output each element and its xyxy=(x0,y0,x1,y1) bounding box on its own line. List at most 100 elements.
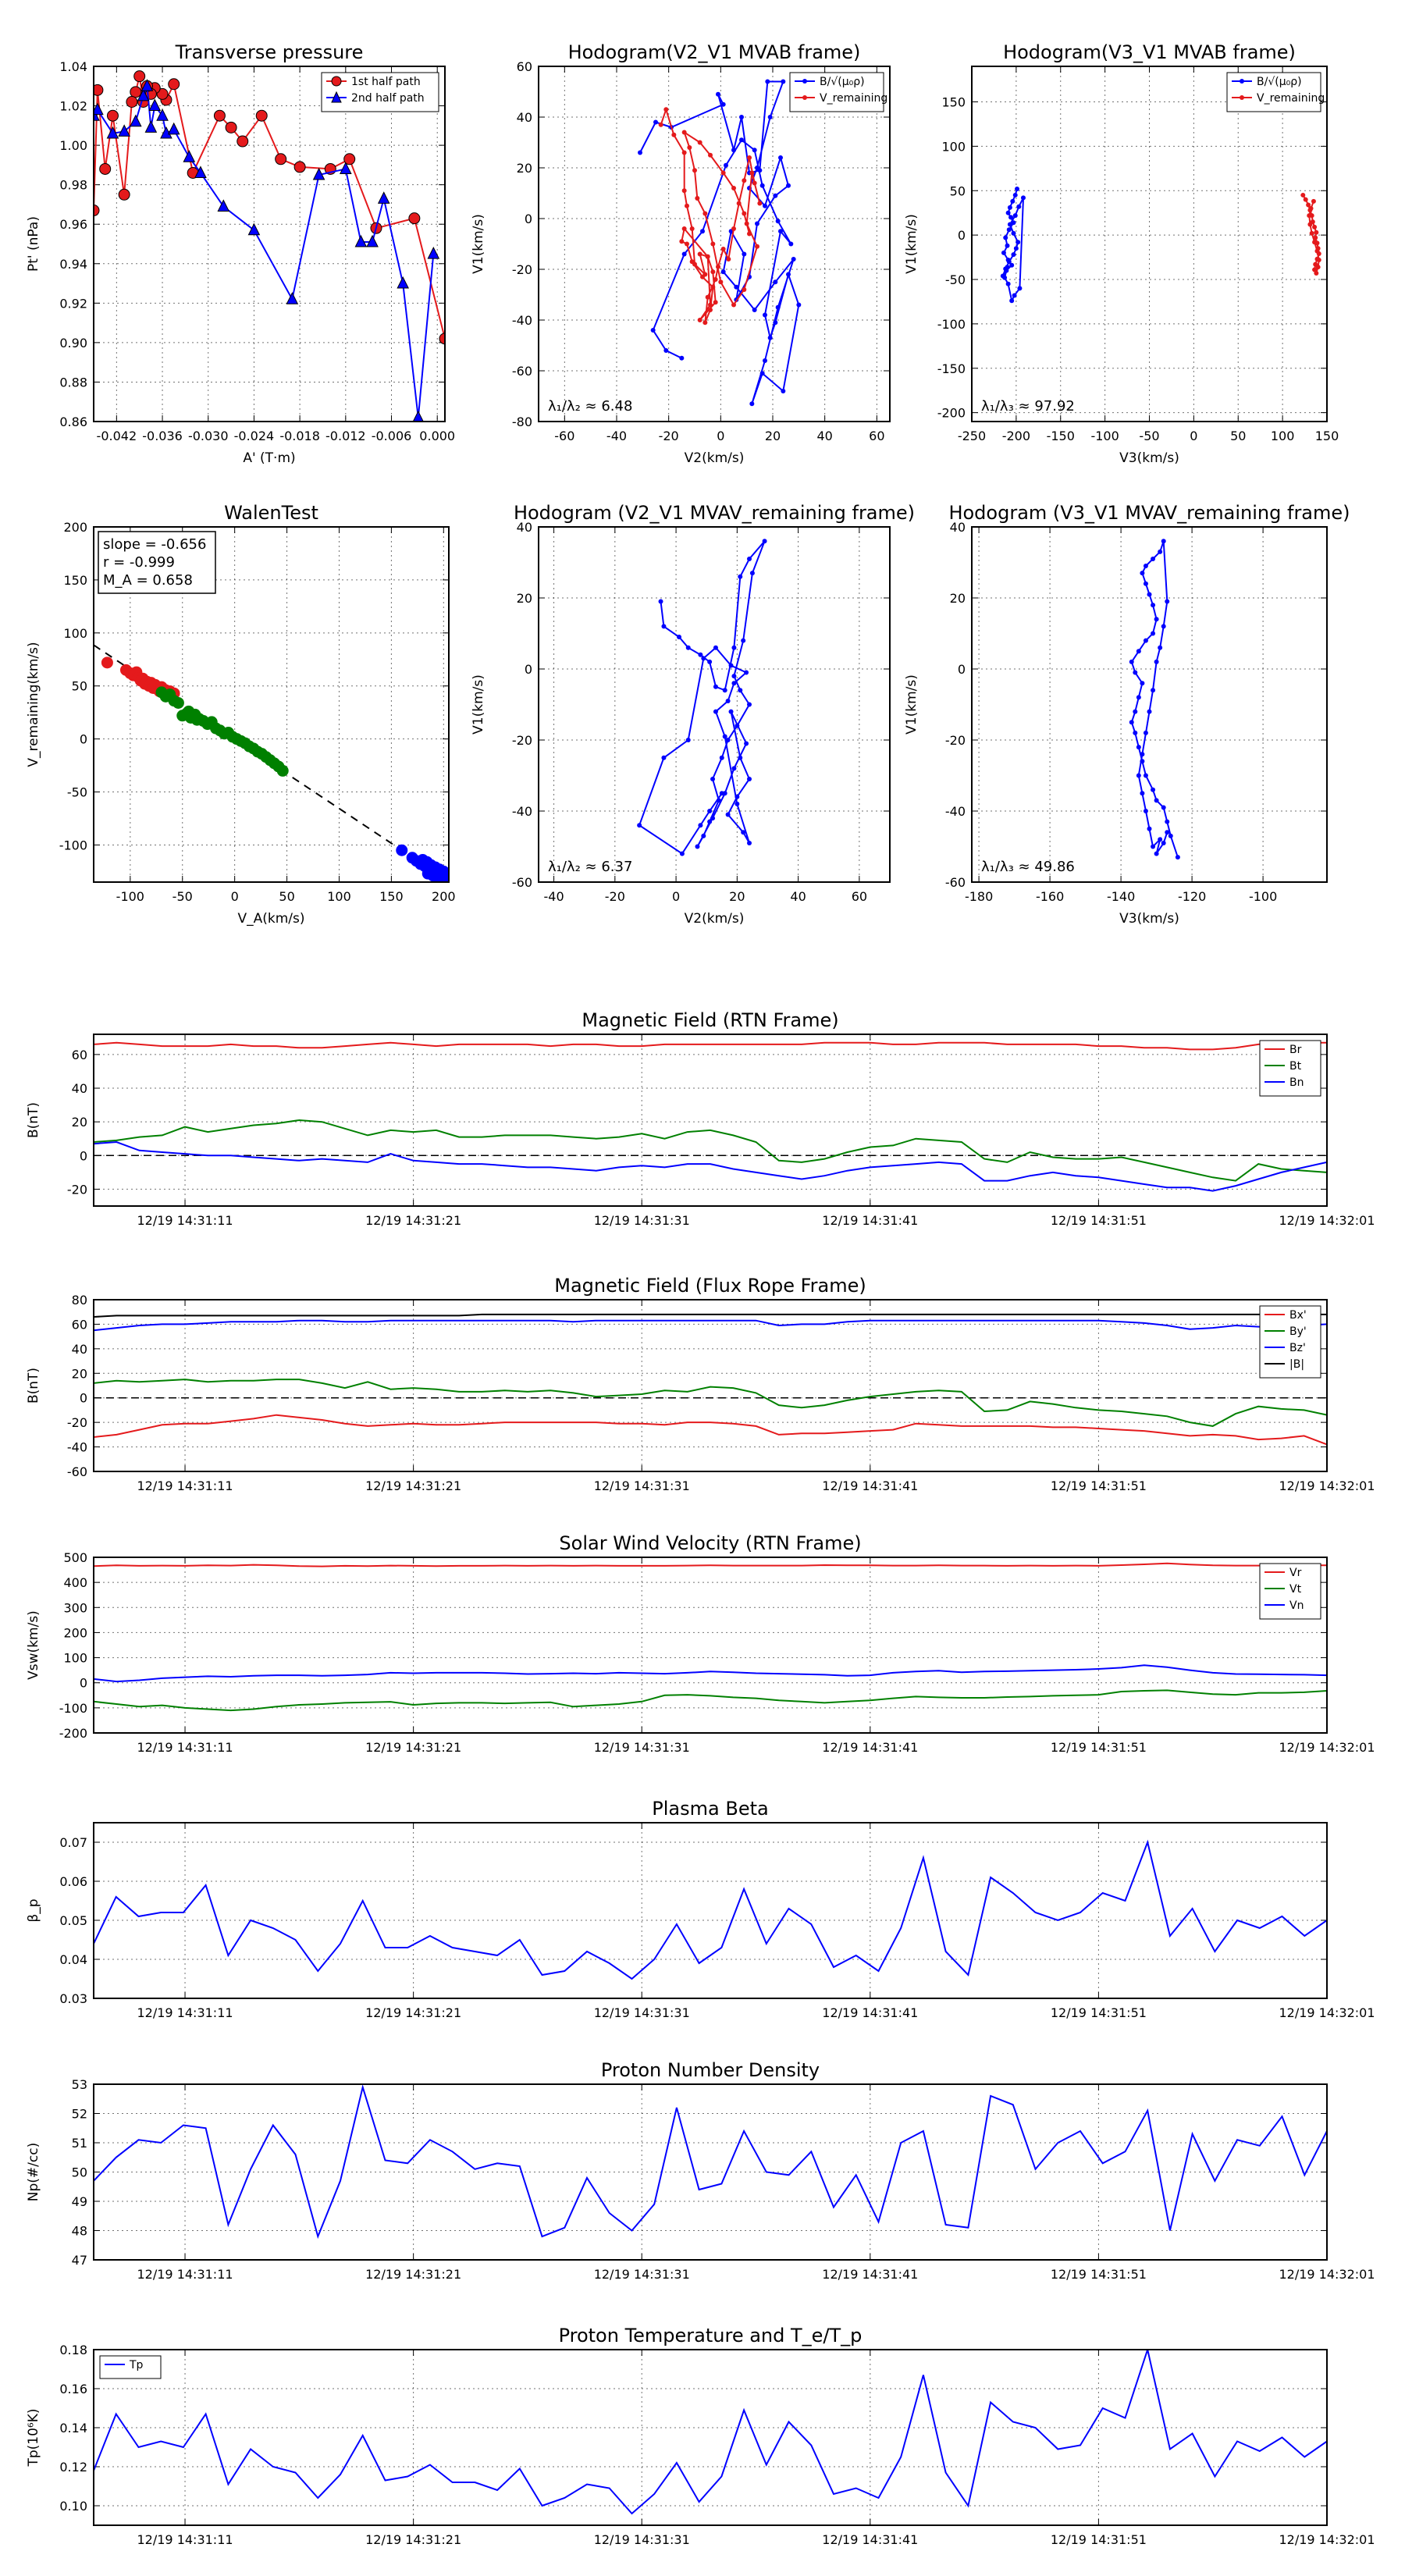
data-point xyxy=(1161,539,1166,544)
x-tick-label: 40 xyxy=(816,429,832,443)
data-point xyxy=(1012,213,1018,219)
x-tick-label: 150 xyxy=(379,889,404,904)
x-axis-label: V3(km/s) xyxy=(1119,450,1179,466)
chart-solar_wind_velocity: 12/19 14:31:11 12/19 14:31:21 12/19 14:31:… xyxy=(26,1532,1375,1755)
y-tick-label: 0 xyxy=(80,1676,87,1691)
chart-title: Hodogram(V2_V1 MVAB frame) xyxy=(568,41,861,63)
data-point xyxy=(720,269,726,275)
data-point xyxy=(1314,248,1320,254)
data-point xyxy=(773,193,778,198)
data-point xyxy=(1314,271,1319,276)
data-point xyxy=(663,107,669,112)
data-point xyxy=(638,150,642,155)
data-point xyxy=(1140,791,1145,796)
y-tick-label: 40 xyxy=(72,1342,87,1357)
data-point xyxy=(130,86,142,98)
x-tick-label: 12/19 14:31:51 xyxy=(1051,2267,1147,2282)
data-point xyxy=(685,203,689,208)
data-point xyxy=(118,188,130,201)
data-point xyxy=(194,165,207,178)
data-point xyxy=(1165,599,1170,604)
x-tick-label: 20 xyxy=(765,429,781,443)
data-point xyxy=(731,681,737,686)
data-point xyxy=(1311,198,1316,204)
data-point xyxy=(716,91,720,97)
data-point xyxy=(755,221,759,226)
data-point xyxy=(735,794,740,799)
chart-title: Hodogram (V2_V1 MVAV_remaining frame) xyxy=(514,502,915,524)
y-axis-label: Pt' (nPa) xyxy=(26,216,41,272)
legend-label: Vr xyxy=(1289,1567,1302,1579)
data-point xyxy=(747,231,752,237)
data-point xyxy=(700,229,705,234)
x-tick-label: 0 xyxy=(231,889,239,904)
legend-label: |B| xyxy=(1289,1358,1304,1371)
data-point xyxy=(1016,204,1022,209)
x-tick-label: 12/19 14:31:41 xyxy=(822,2532,918,2547)
y-tick-label: 80 xyxy=(72,1293,87,1308)
data-point xyxy=(749,170,755,176)
data-point xyxy=(747,777,752,782)
series-βp xyxy=(94,1839,1327,1980)
data-point xyxy=(791,257,796,262)
x-tick-label: 12/19 14:31:11 xyxy=(137,1740,233,1755)
data-point xyxy=(695,196,700,201)
data-point xyxy=(697,140,702,145)
data-point xyxy=(237,135,249,148)
data-point xyxy=(1006,259,1012,265)
legend-label: By' xyxy=(1289,1325,1307,1338)
data-point xyxy=(735,723,740,728)
y-tick-label: 49 xyxy=(72,2194,87,2209)
legend-label: 2nd half path xyxy=(351,92,425,105)
legend: Br Bt Bn xyxy=(1259,1040,1321,1097)
data-point xyxy=(738,574,743,579)
data-point xyxy=(1303,197,1308,202)
x-tick-label: 12/19 14:31:21 xyxy=(365,2532,461,2547)
plot-frame xyxy=(538,66,891,422)
plot-area xyxy=(638,79,802,407)
data-point xyxy=(1005,281,1011,286)
data-point xyxy=(1005,243,1010,248)
data-point xyxy=(1009,298,1015,304)
data-point xyxy=(741,638,746,643)
plot-area xyxy=(94,1562,1327,1712)
x-tick-label: 200 xyxy=(432,889,456,904)
x-tick-label: 12/19 14:31:51 xyxy=(1051,2005,1147,2020)
data-point xyxy=(1001,250,1006,255)
data-point xyxy=(1312,267,1318,272)
data-point xyxy=(1154,798,1159,803)
data-point xyxy=(796,302,802,308)
series-line xyxy=(94,1664,1327,1683)
x-tick-label: -50 xyxy=(173,889,193,904)
data-point xyxy=(1011,220,1016,226)
chart-hodogram_v3v1_mvab: -250 -200 -150 -100 -50 0 50 100 150 -200 -150 -100… xyxy=(904,41,1339,466)
y-tick-label: 500 xyxy=(63,1550,87,1565)
series-Vn xyxy=(94,1664,1327,1683)
x-tick-label: 12/19 14:32:01 xyxy=(1279,1740,1375,1755)
data-point xyxy=(757,201,763,206)
x-tick-label: -100 xyxy=(116,889,144,904)
data-point xyxy=(725,812,731,817)
y-tick-label: 0.05 xyxy=(59,1913,87,1928)
data-point xyxy=(744,741,749,746)
data-point xyxy=(701,833,706,838)
data-point xyxy=(752,148,757,153)
data-point xyxy=(1140,752,1145,757)
chart-walen_test: -100 -50 0 50 100 150 200 -100 -50 0 50 100 150 200 Wa… xyxy=(26,502,456,927)
series-line xyxy=(94,1041,1327,1051)
y-tick-label: 0 xyxy=(958,662,966,677)
data-point xyxy=(677,635,681,640)
data-point xyxy=(1151,688,1156,693)
series-line xyxy=(94,1140,1327,1192)
plot-area xyxy=(94,2350,1327,2515)
data-point xyxy=(759,371,765,376)
plot-area xyxy=(94,1041,1327,1192)
data-point xyxy=(275,153,287,165)
data-point xyxy=(1011,230,1016,236)
y-axis-label: B(nT) xyxy=(26,1368,41,1404)
data-point xyxy=(755,165,759,170)
y-tick-label: 40 xyxy=(950,520,966,535)
y-tick-label: -150 xyxy=(937,361,966,376)
legend-marker xyxy=(1240,95,1244,100)
chart-title: WalenTest xyxy=(224,502,318,524)
